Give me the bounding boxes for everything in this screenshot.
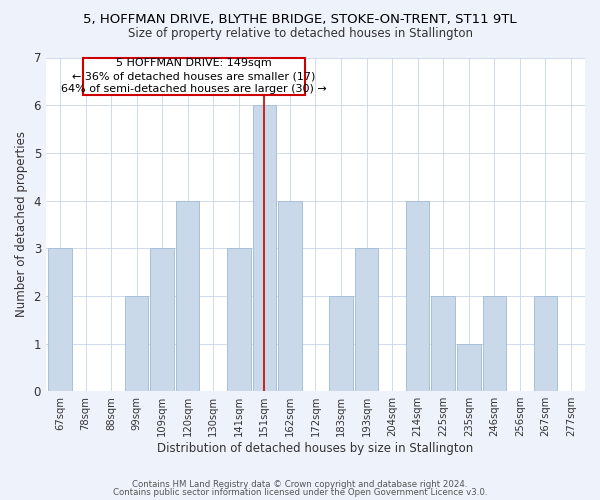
X-axis label: Distribution of detached houses by size in Stallington: Distribution of detached houses by size … xyxy=(157,442,473,455)
Text: Contains HM Land Registry data © Crown copyright and database right 2024.: Contains HM Land Registry data © Crown c… xyxy=(132,480,468,489)
Bar xyxy=(533,296,557,391)
Text: Contains public sector information licensed under the Open Government Licence v3: Contains public sector information licen… xyxy=(113,488,487,497)
Bar xyxy=(329,296,353,391)
Text: ← 36% of detached houses are smaller (17): ← 36% of detached houses are smaller (17… xyxy=(73,71,316,81)
Bar xyxy=(176,200,199,391)
Bar xyxy=(253,105,276,391)
Bar xyxy=(48,248,72,391)
Text: 64% of semi-detached houses are larger (30) →: 64% of semi-detached houses are larger (… xyxy=(61,84,327,94)
Y-axis label: Number of detached properties: Number of detached properties xyxy=(15,132,28,318)
Text: 5 HOFFMAN DRIVE: 149sqm: 5 HOFFMAN DRIVE: 149sqm xyxy=(116,58,272,68)
Bar xyxy=(406,200,430,391)
Bar xyxy=(125,296,148,391)
FancyBboxPatch shape xyxy=(83,58,305,94)
Bar xyxy=(278,200,302,391)
Bar xyxy=(151,248,174,391)
Text: Size of property relative to detached houses in Stallington: Size of property relative to detached ho… xyxy=(128,28,473,40)
Bar xyxy=(482,296,506,391)
Bar xyxy=(457,344,481,391)
Text: 5, HOFFMAN DRIVE, BLYTHE BRIDGE, STOKE-ON-TRENT, ST11 9TL: 5, HOFFMAN DRIVE, BLYTHE BRIDGE, STOKE-O… xyxy=(83,12,517,26)
Bar xyxy=(431,296,455,391)
Bar xyxy=(355,248,379,391)
Bar xyxy=(227,248,251,391)
